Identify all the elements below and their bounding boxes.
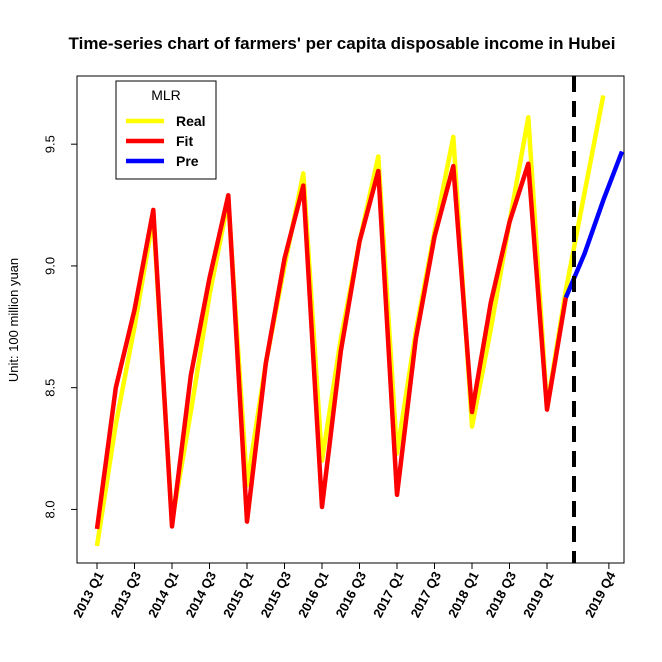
x-tick-label: 2013 Q3 [108,569,145,620]
y-tick-label: 8.0 [42,500,57,518]
x-tick-label: 2015 Q1 [220,569,257,620]
legend-label-pre: Pre [176,153,199,169]
series-line-pre [563,150,625,299]
x-axis: 2013 Q1 2013 Q3 2014 Q1 2014 Q3 2015 Q1 2015 … [70,563,619,620]
y-tick-label: 8.5 [42,379,57,397]
series-lines [94,95,625,547]
legend-title: MLR [151,87,181,103]
legend-label-real: Real [176,113,206,129]
y-axis-label: Unit: 100 million yuan [6,258,21,382]
y-tick-label: 9.5 [42,135,57,153]
x-tick-label: 2016 Q1 [295,569,332,620]
x-tick-label: 2014 Q1 [145,569,182,620]
x-tick-label: 2017 Q3 [408,569,445,620]
legend-label-fit: Fit [176,133,193,149]
plot-frame [76,75,625,564]
legend: MLR Real Fit Pre [115,80,217,180]
x-tick-label: 2013 Q1 [70,569,107,620]
y-axis: 8.0 8.5 9.0 9.5 [42,135,77,518]
series-line-fit [94,161,569,530]
x-tick-label: 2015 Q3 [258,569,295,620]
x-tick-label: 2016 Q3 [333,569,370,620]
x-tick-label: 2018 Q3 [483,569,520,620]
x-tick-label: 2017 Q1 [370,569,407,620]
x-tick-label: 2019 Q4 [582,568,619,620]
x-tick-label: 2018 Q1 [445,569,482,620]
y-tick-label: 9.0 [42,257,57,275]
x-tick-label: 2014 Q3 [183,569,220,620]
x-tick-label: 2019 Q1 [520,569,557,620]
chart-title: Time-series chart of farmers' per capita… [69,34,616,53]
